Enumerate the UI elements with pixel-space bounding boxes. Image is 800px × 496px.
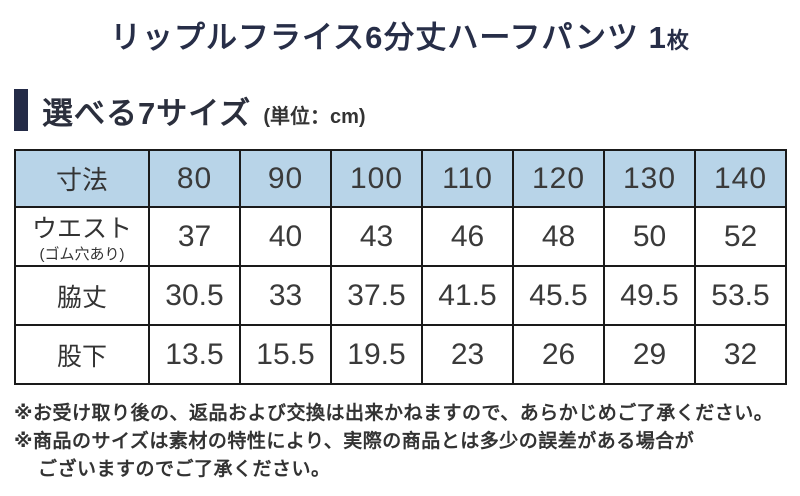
waist-value-90: 40 xyxy=(239,206,332,267)
side-length-value-90: 33 xyxy=(239,265,332,326)
side-length-value-130: 49.5 xyxy=(603,265,696,326)
waist-value-140: 52 xyxy=(694,206,787,267)
size-header-90: 90 xyxy=(239,149,332,208)
product-count-number: 1 xyxy=(639,20,667,55)
waist-value-110: 46 xyxy=(421,206,514,267)
inseam-value-130: 29 xyxy=(603,324,696,385)
side-length-value-120: 45.5 xyxy=(512,265,605,326)
inseam-value-90: 15.5 xyxy=(239,324,332,385)
product-count-unit: 枚 xyxy=(666,28,690,53)
waist-value-80: 37 xyxy=(148,206,241,267)
row-label-waist: ウエスト (ゴム穴あり) xyxy=(14,206,150,267)
side-length-value-140: 53.5 xyxy=(694,265,787,326)
waist-value-130: 50 xyxy=(603,206,696,267)
note-size-tolerance-line1: ※商品のサイズは素材の特性により、実際の商品とは多少の誤差がある場合が xyxy=(14,431,695,452)
table-row-side-length: 脇丈 30.5 33 37.5 41.5 45.5 49.5 53.5 xyxy=(14,265,787,326)
inseam-value-120: 26 xyxy=(512,324,605,385)
row-label-inseam: 股下 xyxy=(14,324,150,385)
note-size-tolerance-line2: ございますのでご了承ください。 xyxy=(38,459,331,480)
size-table: 寸法 80 90 100 110 120 130 140 ウエスト (ゴム穴あり… xyxy=(14,149,787,385)
side-length-value-100: 37.5 xyxy=(330,265,423,326)
inseam-value-100: 19.5 xyxy=(330,324,423,385)
table-corner-label: 寸法 xyxy=(14,149,150,208)
row-label-waist-sublabel: (ゴム穴あり) xyxy=(39,246,125,263)
section-heading: 選べる7サイズ (単位：cm) xyxy=(14,87,800,133)
size-header-130: 130 xyxy=(603,149,696,208)
section-heading-text: 選べる7サイズ xyxy=(42,95,252,131)
size-header-140: 140 xyxy=(694,149,787,208)
footnotes: ※お受け取り後の、返品および交換は出来かねますので、あらかじめご了承ください。 … xyxy=(14,400,800,484)
inseam-value-110: 23 xyxy=(421,324,514,385)
inseam-value-140: 32 xyxy=(694,324,787,385)
size-header-120: 120 xyxy=(512,149,605,208)
table-row-waist: ウエスト (ゴム穴あり) 37 40 43 46 48 50 52 xyxy=(14,206,787,267)
product-name: リップルフライス6分丈ハーフパンツ xyxy=(110,20,640,55)
row-label-waist-text: ウエスト xyxy=(31,215,132,243)
size-header-110: 110 xyxy=(421,149,514,208)
row-label-side-length: 脇丈 xyxy=(14,265,150,326)
side-length-value-80: 30.5 xyxy=(148,265,241,326)
inseam-value-80: 13.5 xyxy=(148,324,241,385)
heading-accent-bar xyxy=(14,89,28,131)
section-unit-label: (単位：cm) xyxy=(263,105,366,128)
size-header-100: 100 xyxy=(330,149,423,208)
size-table-header-row: 寸法 80 90 100 110 120 130 140 xyxy=(14,149,787,208)
side-length-value-110: 41.5 xyxy=(421,265,514,326)
table-row-inseam: 股下 13.5 15.5 19.5 23 26 29 32 xyxy=(14,324,787,385)
waist-value-100: 43 xyxy=(330,206,423,267)
waist-value-120: 48 xyxy=(512,206,605,267)
size-header-80: 80 xyxy=(148,149,241,208)
note-returns: ※お受け取り後の、返品および交換は出来かねますので、あらかじめご了承ください。 xyxy=(14,403,774,424)
page-title: リップルフライス6分丈ハーフパンツ 1枚 xyxy=(0,16,800,63)
